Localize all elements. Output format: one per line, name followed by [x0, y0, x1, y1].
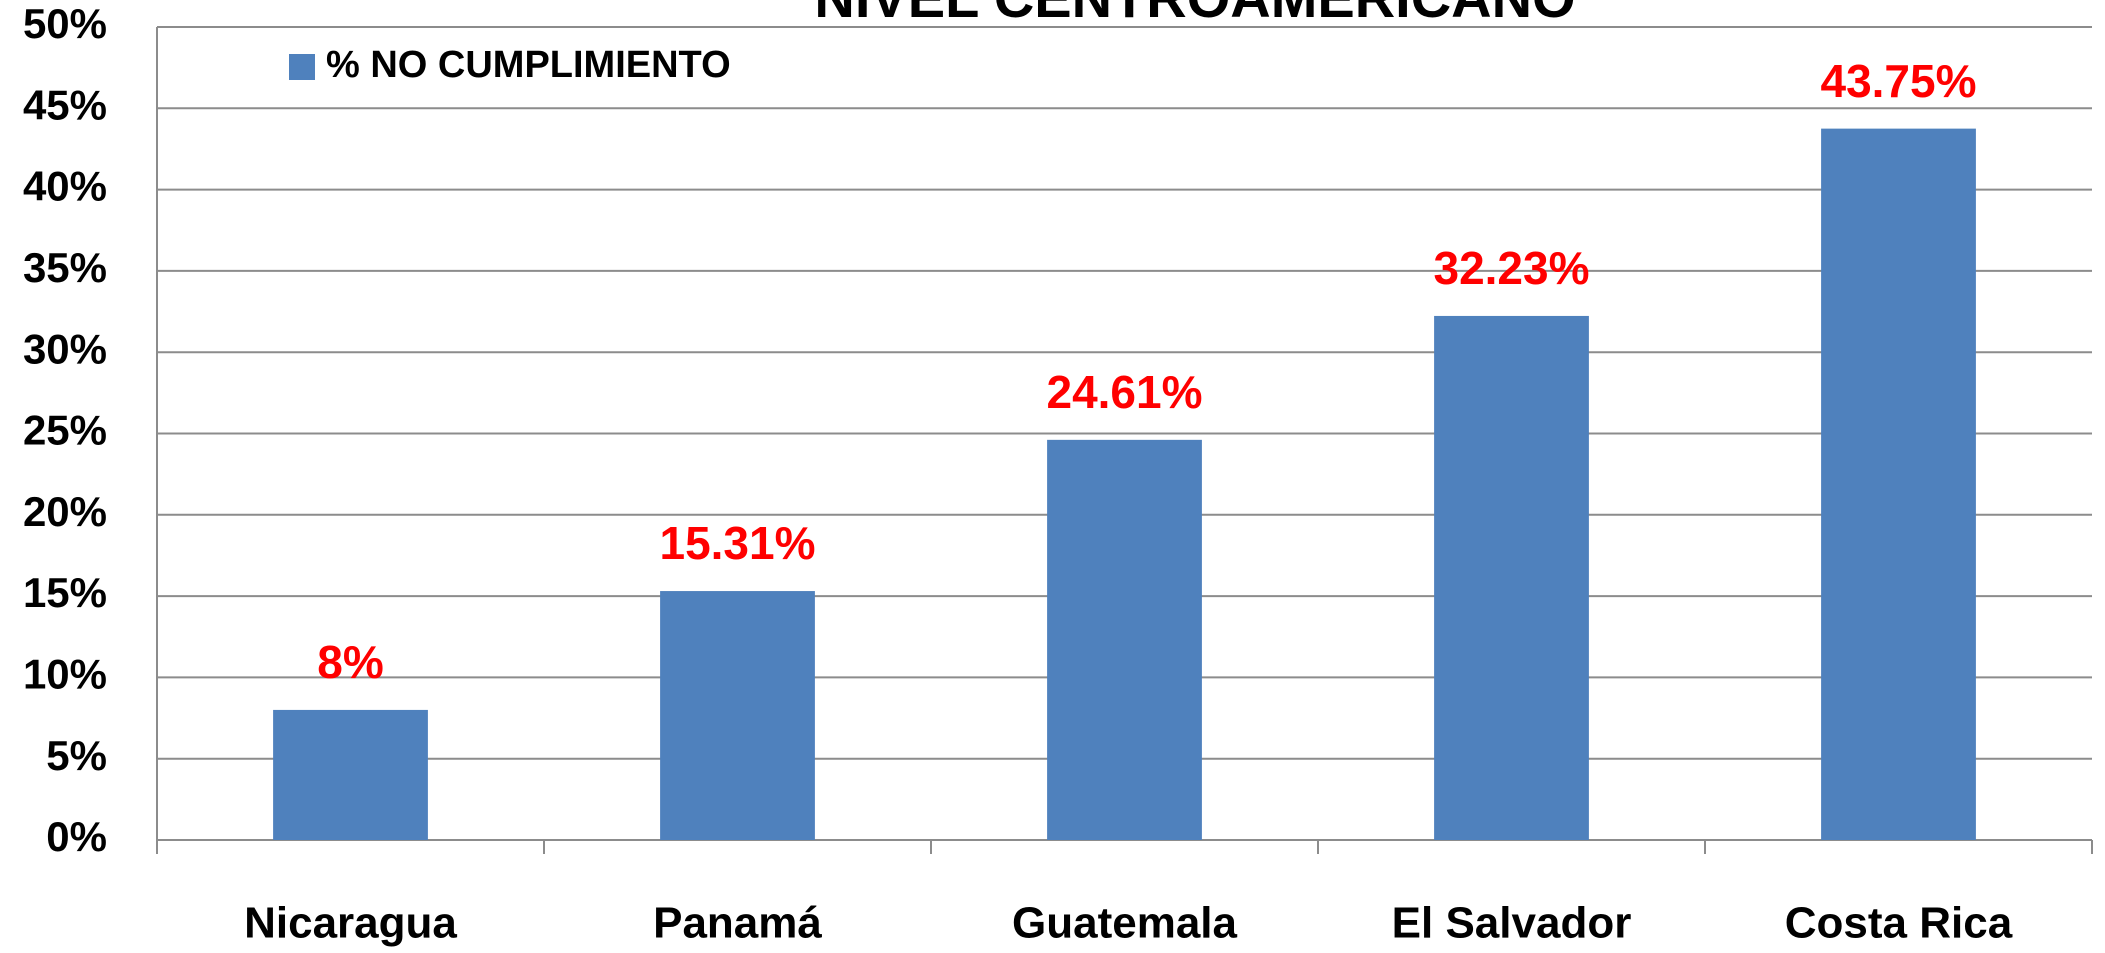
chart-title: NIVEL CENTROAMERICANO — [814, 0, 1575, 29]
y-tick-label: 45% — [23, 81, 107, 128]
x-tick-label: Panamá — [653, 899, 822, 948]
y-tick-label: 5% — [46, 732, 107, 779]
legend-swatch — [289, 54, 315, 80]
bar — [1821, 128, 1976, 840]
bar — [660, 591, 815, 840]
value-label: 32.23% — [1433, 242, 1589, 294]
value-label: 43.75% — [1820, 55, 1976, 107]
y-tick-label: 0% — [46, 813, 107, 860]
y-tick-label: 40% — [23, 163, 107, 210]
y-tick-label: 30% — [23, 325, 107, 372]
x-tick-label: Costa Rica — [1785, 899, 2013, 948]
bar — [1434, 315, 1589, 840]
legend-label: % NO CUMPLIMIENTO — [326, 44, 731, 86]
bar — [273, 709, 428, 840]
value-label: 24.61% — [1046, 366, 1202, 418]
x-tick-label: Guatemala — [1012, 899, 1238, 948]
y-tick-label: 25% — [23, 407, 107, 454]
y-tick-label: 20% — [23, 488, 107, 535]
y-tick-label: 10% — [23, 650, 107, 697]
y-tick-label: 50% — [23, 0, 107, 47]
x-tick-label: El Salvador — [1392, 899, 1632, 948]
value-label: 8% — [317, 636, 383, 688]
y-tick-label: 15% — [23, 569, 107, 616]
bar — [1047, 439, 1202, 840]
value-label: 15.31% — [659, 517, 815, 569]
x-tick-label: Nicaragua — [244, 899, 457, 948]
y-tick-label: 35% — [23, 244, 107, 291]
